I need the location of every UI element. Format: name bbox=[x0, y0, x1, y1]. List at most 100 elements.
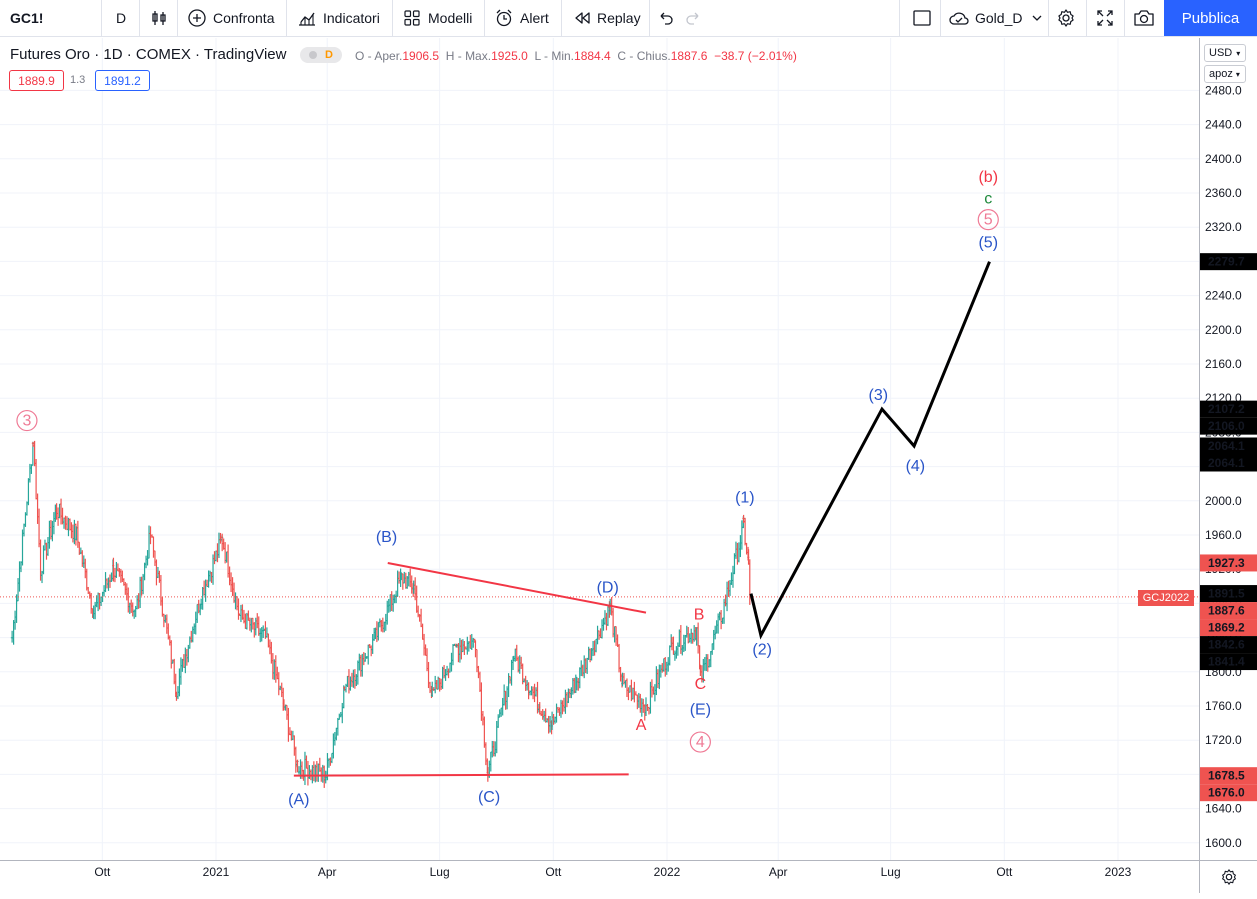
triangle-lines bbox=[293, 561, 647, 777]
chart-canvas[interactable]: 3 (A) (B) (C) (D) A B C (E) 4 (1) (2) (3) (4) (5) 5 c (b) bbox=[0, 38, 1199, 860]
open-label: O - Aper. bbox=[355, 49, 403, 63]
redo-icon bbox=[684, 9, 702, 27]
candles-icon bbox=[150, 9, 168, 27]
wave-label: 5 bbox=[984, 212, 993, 229]
price-tag-bg bbox=[1200, 585, 1257, 603]
time-axis[interactable]: Ott 2021 Apr Lug Ott 2022 Apr Lug Ott 2023 bbox=[0, 860, 1199, 893]
price-tag-bg bbox=[1200, 554, 1257, 572]
buy-price-button[interactable]: 1891.2 bbox=[95, 70, 150, 91]
toolbar-divider bbox=[899, 0, 900, 36]
time-tick: 2021 bbox=[203, 865, 230, 879]
undo-button[interactable] bbox=[657, 0, 675, 36]
wave-labels: 3 (A) (B) (C) (D) A B C (E) 4 (1) (2) (3) (4) (5) 5 c (b) bbox=[16, 169, 999, 808]
time-tick: Lug bbox=[881, 865, 901, 879]
axis-settings-button[interactable] bbox=[1199, 860, 1257, 893]
price-tick: 2320.0 bbox=[1205, 220, 1242, 234]
compare-button[interactable]: Confronta bbox=[187, 0, 274, 36]
layout-name: Gold_D bbox=[975, 10, 1023, 26]
price-tag-label: 1887.6 bbox=[1208, 604, 1245, 618]
snapshot-button[interactable] bbox=[1133, 0, 1155, 36]
price-tag-bg bbox=[1200, 253, 1257, 271]
low-value: 1884.4 bbox=[574, 49, 611, 63]
price-tag-bg bbox=[1200, 417, 1257, 435]
price-tag-bg bbox=[1200, 619, 1257, 637]
layout-toggle-button[interactable] bbox=[912, 0, 932, 36]
layout-menu-button[interactable]: Gold_D bbox=[948, 0, 1042, 36]
time-tick: Apr bbox=[769, 865, 788, 879]
price-tag: 1927.3 bbox=[1200, 554, 1257, 572]
triangle-line bbox=[387, 561, 647, 614]
spread-value: 1.3 bbox=[70, 74, 86, 86]
wave-label: 4 bbox=[696, 734, 705, 751]
data-status-badge[interactable]: D bbox=[300, 47, 342, 63]
wave-label: (2) bbox=[752, 642, 772, 659]
wave-label: (D) bbox=[597, 579, 619, 596]
price-tick: 2160.0 bbox=[1205, 357, 1242, 371]
fullscreen-button[interactable] bbox=[1096, 0, 1114, 36]
alert-button[interactable]: Alert bbox=[494, 0, 549, 36]
toolbar-divider bbox=[101, 0, 102, 36]
price-tick: 2240.0 bbox=[1205, 289, 1242, 303]
templates-button[interactable]: Modelli bbox=[403, 0, 472, 36]
toolbar-divider bbox=[286, 0, 287, 36]
currency-select[interactable]: USD ▾ bbox=[1204, 44, 1246, 62]
price-tag-bg bbox=[1200, 767, 1257, 785]
chevron-down-icon: ▾ bbox=[1236, 48, 1241, 58]
scale-mode-label: apoz bbox=[1209, 68, 1233, 80]
price-tag: 2107.2 bbox=[1200, 400, 1257, 418]
price-tag: 1891.5 bbox=[1200, 585, 1257, 603]
time-tick: 2022 bbox=[654, 865, 681, 879]
toolbar-divider bbox=[1124, 0, 1125, 36]
triangle-line bbox=[293, 773, 629, 777]
camera-icon bbox=[1133, 9, 1155, 27]
high-label: H - Max. bbox=[445, 49, 492, 63]
time-tick: Apr bbox=[318, 865, 337, 879]
wave-label: (1) bbox=[735, 490, 755, 507]
price-tick: 1960.0 bbox=[1205, 528, 1242, 542]
time-tick: Lug bbox=[430, 865, 450, 879]
wave-projection bbox=[749, 261, 991, 640]
sell-price-button[interactable]: 1889.9 bbox=[9, 70, 64, 91]
price-tag: 1842.6 bbox=[1200, 636, 1257, 654]
scale-mode-select[interactable]: apoz ▾ bbox=[1204, 65, 1246, 83]
price-tag: 2064.1 bbox=[1200, 437, 1257, 455]
settings-button[interactable] bbox=[1056, 0, 1076, 36]
publish-button[interactable]: Pubblica bbox=[1164, 0, 1257, 36]
wave-label: (C) bbox=[478, 789, 500, 806]
indicators-button[interactable]: Indicatori bbox=[297, 0, 380, 36]
templates-label: Modelli bbox=[428, 10, 473, 26]
bid-value: 1889.9 bbox=[18, 73, 55, 88]
wave-label: (4) bbox=[906, 458, 926, 475]
price-tick: 1720.0 bbox=[1205, 733, 1242, 747]
bar-style-button[interactable] bbox=[150, 0, 168, 36]
wave-label: C bbox=[695, 676, 707, 693]
wave-label: 3 bbox=[22, 413, 31, 430]
wave-circle bbox=[689, 731, 711, 753]
symbol-search[interactable]: GC1! bbox=[10, 0, 43, 36]
wave-label: c bbox=[984, 190, 992, 207]
price-tick: 1760.0 bbox=[1205, 699, 1242, 713]
projection-line bbox=[749, 261, 991, 640]
undo-icon bbox=[657, 9, 675, 27]
replay-button[interactable]: Replay bbox=[573, 0, 641, 36]
symbol-label: GC1! bbox=[10, 10, 44, 26]
price-axis[interactable]: 2480.02440.02400.02360.02320.02280.02240… bbox=[1199, 38, 1257, 860]
chart-pane[interactable]: 3 (A) (B) (C) (D) A B C (E) 4 (1) (2) (3) (4) (5) 5 c (b) bbox=[0, 38, 1199, 860]
status-dot-icon bbox=[309, 51, 318, 59]
price-tag: 2064.1 bbox=[1200, 454, 1257, 472]
wave-label: (b) bbox=[978, 169, 998, 186]
price-tick: 1600.0 bbox=[1205, 836, 1242, 850]
toolbar-divider bbox=[392, 0, 393, 36]
price-tag-label: 1842.6 bbox=[1208, 638, 1245, 652]
indicators-label: Indicatori bbox=[323, 10, 380, 26]
price-tag: 1841.4 bbox=[1200, 653, 1257, 671]
toolbar-divider bbox=[561, 0, 562, 36]
publish-label: Pubblica bbox=[1181, 9, 1240, 27]
price-tag-bg bbox=[1200, 437, 1257, 455]
price-tag-label: 2279.7 bbox=[1208, 255, 1245, 269]
redo-button[interactable] bbox=[684, 0, 702, 36]
templates-grid-icon bbox=[403, 9, 421, 27]
price-tag-label: 1891.5 bbox=[1208, 587, 1245, 601]
price-tag-bg bbox=[1200, 784, 1257, 802]
interval-button[interactable]: D bbox=[116, 0, 126, 36]
